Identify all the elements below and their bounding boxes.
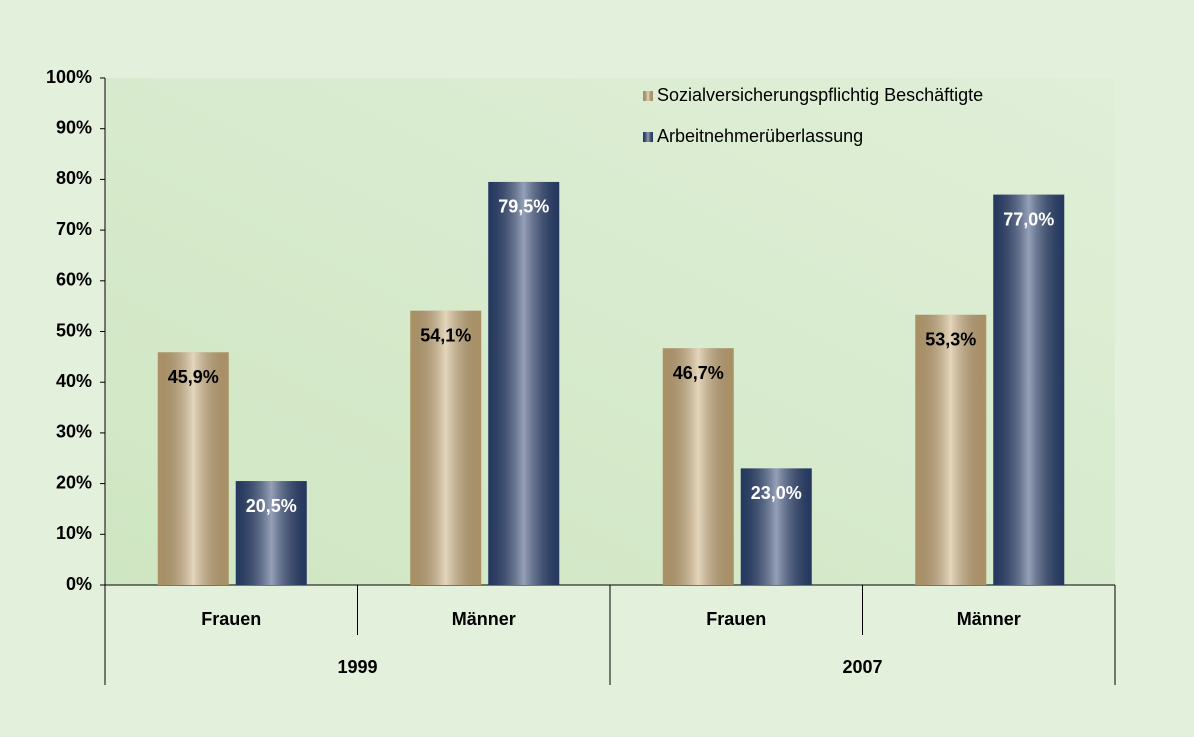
x-tick-label: Männer [957,609,1021,629]
group-label: 1999 [337,657,377,677]
x-tick-label: Männer [452,609,516,629]
y-tick-label: 80% [56,168,92,188]
data-label: 23,0% [751,483,802,503]
y-tick-label: 50% [56,320,92,340]
y-tick-label: 40% [56,371,92,391]
y-tick-label: 100% [46,67,92,87]
bar-shine [993,194,1065,586]
y-tick-label: 20% [56,472,92,492]
y-tick-label: 90% [56,117,92,137]
bar-shine [488,181,560,585]
legend-marker-shine [643,132,653,142]
y-tick-label: 60% [56,270,92,290]
y-tick-label: 30% [56,422,92,442]
bar-shine [410,310,482,585]
data-label: 79,5% [498,197,549,217]
bar-shine [740,468,812,585]
legend-label: Arbeitnehmerüberlassung [657,126,863,146]
x-tick-label: Frauen [706,609,766,629]
legend-label: Sozialversicherungspflichtig Beschäftigt… [657,85,983,105]
x-tick-label: Frauen [201,609,261,629]
group-label: 2007 [842,657,882,677]
bar-shine [235,481,307,585]
data-label: 20,5% [246,496,297,516]
y-tick-label: 0% [66,574,92,594]
data-label: 53,3% [925,330,976,350]
bar-shine [157,352,229,585]
y-tick-label: 10% [56,523,92,543]
data-label: 77,0% [1003,209,1054,229]
data-label: 46,7% [673,363,724,383]
bar-shine [662,348,734,585]
legend-marker-shine [643,91,653,101]
y-tick-label: 70% [56,219,92,239]
data-label: 45,9% [168,367,219,387]
data-label: 54,1% [420,325,471,345]
bar-shine [915,314,987,585]
